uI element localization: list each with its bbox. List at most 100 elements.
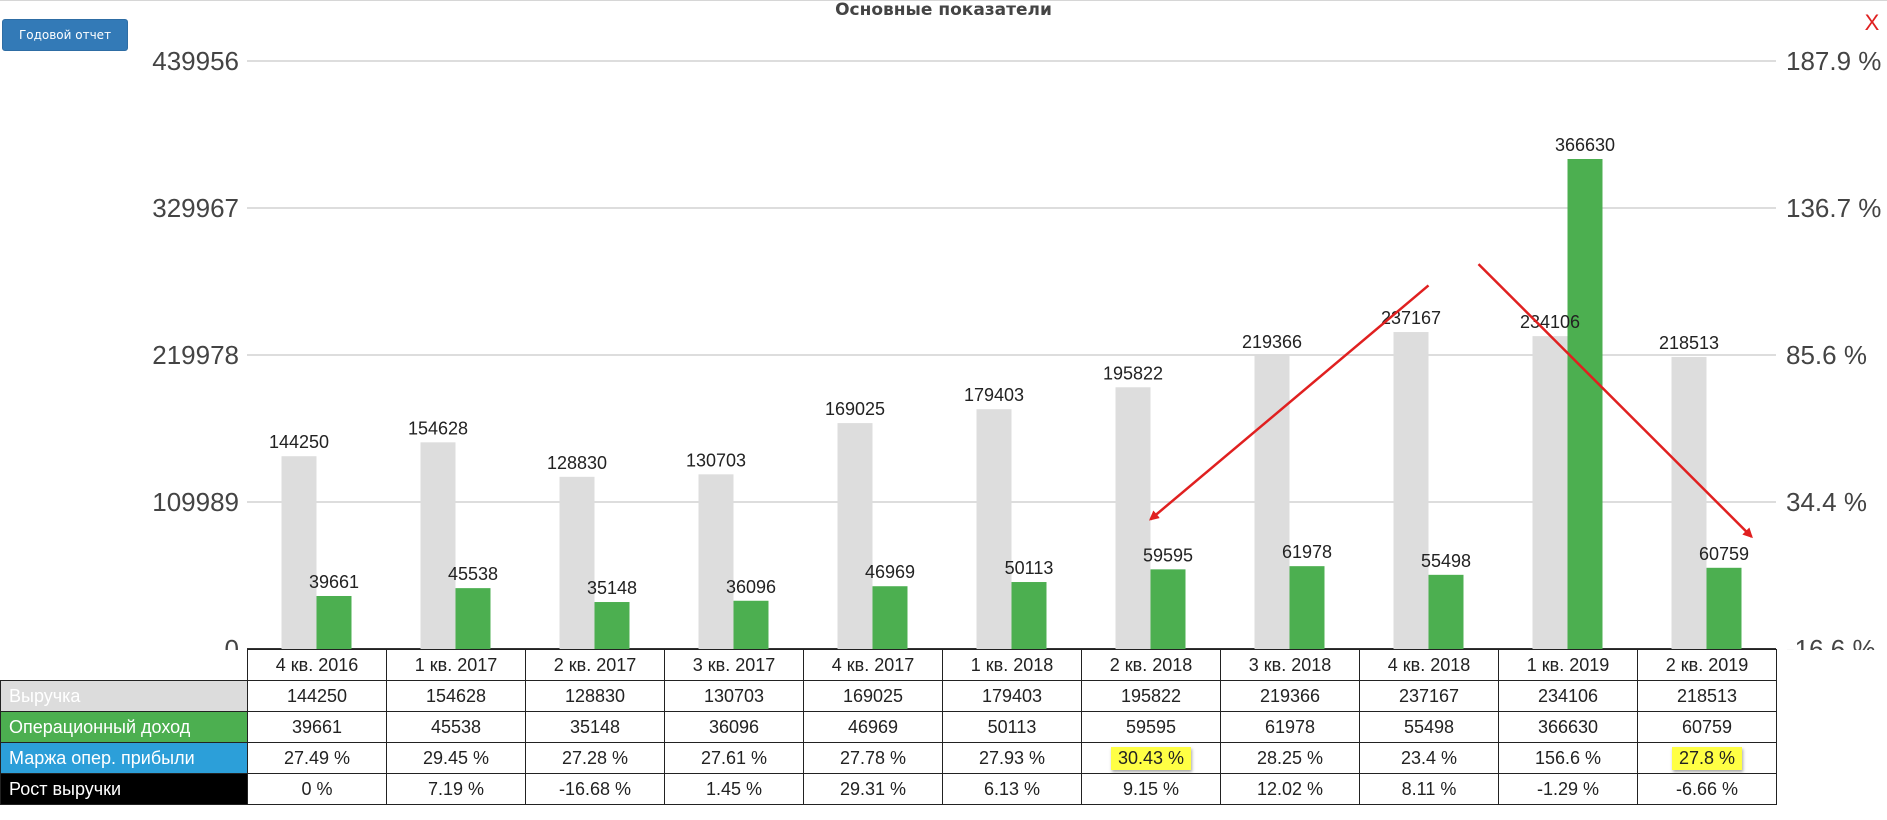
- table-cell: 156.6 %: [1498, 742, 1638, 774]
- table-cell: 36096: [664, 711, 804, 743]
- revenue-bar: [1671, 356, 1707, 649]
- table-cell: -6.66 %: [1637, 773, 1777, 805]
- table-cell: 29.31 %: [803, 773, 943, 805]
- revenue-data-label: 218513: [1659, 333, 1719, 353]
- table-cell: -16.68 %: [525, 773, 665, 805]
- operating-income-data-label: 36096: [726, 577, 776, 597]
- x-axis-category-label: 2 кв. 2019: [1637, 649, 1777, 681]
- x-axis-category-label: 4 кв. 2018: [1359, 649, 1499, 681]
- table-cell: 7.19 %: [386, 773, 526, 805]
- table-cell: 9.15 %: [1081, 773, 1221, 805]
- table-cell: 144250: [247, 680, 387, 712]
- x-axis-category-label: 3 кв. 2018: [1220, 649, 1360, 681]
- operating-income-data-label: 45538: [448, 564, 498, 584]
- operating-income-data-label: 366630: [1555, 135, 1615, 155]
- revenue-bar: [1254, 355, 1290, 649]
- revenue-bar: [420, 442, 456, 649]
- revenue-data-label: 219366: [1242, 332, 1302, 352]
- table-cell: 27.8 %: [1637, 742, 1777, 774]
- table-cell: 39661: [247, 711, 387, 743]
- x-axis-category-label: 1 кв. 2019: [1498, 649, 1638, 681]
- y2-axis-tick-label: 187.9 %: [1786, 46, 1881, 76]
- revenue-bar: [1532, 336, 1568, 649]
- operating-income-bar: [594, 602, 630, 649]
- table-cell: 27.28 %: [525, 742, 665, 774]
- table-cell: 35148: [525, 711, 665, 743]
- row-label: Выручка: [0, 680, 248, 712]
- table-cell: 219366: [1220, 680, 1360, 712]
- table-cell: 12.02 %: [1220, 773, 1360, 805]
- close-icon[interactable]: X: [1864, 10, 1880, 35]
- table-cell: 6.13 %: [942, 773, 1082, 805]
- table-cell: 234106: [1498, 680, 1638, 712]
- table-cell: 0 %: [247, 773, 387, 805]
- revenue-bar: [976, 409, 1012, 649]
- table-cell: 169025: [803, 680, 943, 712]
- table-cell: 45538: [386, 711, 526, 743]
- y-axis-tick-label: 109989: [152, 487, 239, 517]
- revenue-data-label: 144250: [269, 432, 329, 452]
- operating-income-bar: [455, 588, 491, 649]
- row-label: Рост выручки: [0, 773, 248, 805]
- y2-axis-tick-label: 136.7 %: [1786, 193, 1881, 223]
- revenue-data-label: 128830: [547, 453, 607, 473]
- table-cell: 46969: [803, 711, 943, 743]
- x-axis-category-label: 4 кв. 2016: [247, 649, 387, 681]
- x-axis-category-label: 2 кв. 2018: [1081, 649, 1221, 681]
- table-row-operating-margin: Маржа опер. прибыли 27.49 % 29.45 % 27.28 %…: [0, 742, 1777, 774]
- table-row-revenue-growth: Рост выручки 0 % 7.19 % -16.68 % 1.45 % 29.31…: [0, 773, 1777, 805]
- highlighted-value: 27.8 %: [1671, 746, 1743, 770]
- table-cell: 50113: [942, 711, 1082, 743]
- table-cell: 27.93 %: [942, 742, 1082, 774]
- table-cell: 128830: [525, 680, 665, 712]
- operating-income-data-label: 59595: [1143, 545, 1193, 565]
- table-header-row: 4 кв. 2016 1 кв. 2017 2 кв. 2017 3 кв. 2017…: [1, 649, 1777, 681]
- revenue-bar: [837, 423, 873, 649]
- annual-report-button[interactable]: Годовой отчет: [2, 19, 128, 51]
- operating-income-bar: [1150, 569, 1186, 649]
- table-cell: 30.43 %: [1081, 742, 1221, 774]
- page-title: Основные показатели: [835, 0, 1052, 20]
- table-cell: 27.49 %: [247, 742, 387, 774]
- table-cell: 23.4 %: [1359, 742, 1499, 774]
- table-cell: 29.45 %: [386, 742, 526, 774]
- table-cell: 366630: [1498, 711, 1638, 743]
- table-cell: 55498: [1359, 711, 1499, 743]
- operating-income-data-label: 46969: [865, 562, 915, 582]
- operating-income-data-label: 50113: [1005, 558, 1054, 578]
- revenue-data-label: 154628: [408, 418, 468, 438]
- operating-income-bar: [872, 586, 908, 649]
- operating-income-bar: [316, 595, 352, 649]
- revenue-data-label: 179403: [964, 385, 1024, 405]
- operating-income-bar: [1011, 582, 1047, 649]
- revenue-data-label: 234106: [1520, 312, 1580, 332]
- table-cell: 179403: [942, 680, 1082, 712]
- table-cell: 154628: [386, 680, 526, 712]
- revenue-bar: [559, 476, 595, 649]
- y-axis-tick-label: 0: [225, 634, 239, 650]
- x-axis-category-label: 1 кв. 2018: [942, 649, 1082, 681]
- x-axis-category-label: 2 кв. 2017: [525, 649, 665, 681]
- y2-axis-tick-label: -16.6 %: [1786, 634, 1876, 650]
- annotation-arrow: [1148, 284, 1430, 521]
- table-cell: 195822: [1081, 680, 1221, 712]
- table-row-operating-income: Операционный доход 39661 45538 35148 36096 46…: [0, 711, 1777, 743]
- data-table: 4 кв. 2016 1 кв. 2017 2 кв. 2017 3 кв. 2017…: [0, 649, 1777, 805]
- operating-income-bar: [1567, 159, 1603, 649]
- revenue-data-label: 195822: [1103, 363, 1163, 383]
- revenue-data-label: 169025: [825, 399, 885, 419]
- top-border: [0, 0, 1887, 1]
- operating-income-data-label: 61978: [1282, 542, 1332, 562]
- table-cell: 59595: [1081, 711, 1221, 743]
- y-axis-tick-label: 439956: [152, 46, 239, 76]
- highlighted-value: 30.43 %: [1110, 746, 1192, 770]
- revenue-bar: [1115, 387, 1151, 649]
- table-cell: 27.78 %: [803, 742, 943, 774]
- table-cell: 130703: [664, 680, 804, 712]
- y2-axis-tick-label: 85.6 %: [1786, 340, 1867, 370]
- table-cell: 1.45 %: [664, 773, 804, 805]
- operating-income-data-label: 60759: [1699, 544, 1749, 564]
- operating-income-bar: [733, 600, 769, 649]
- y-axis-tick-label: 219978: [152, 340, 239, 370]
- table-cell: 237167: [1359, 680, 1499, 712]
